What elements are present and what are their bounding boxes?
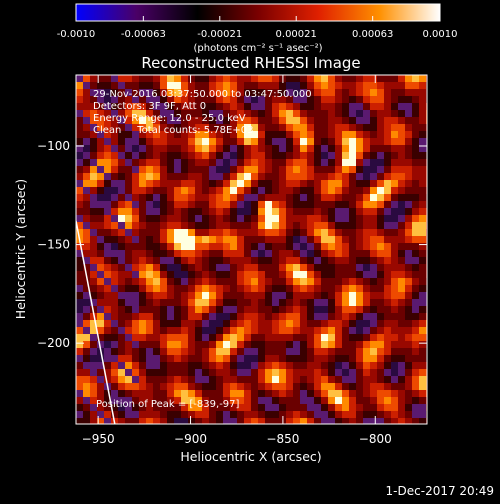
y-tick-label: −150 <box>37 238 70 252</box>
annotation-peak: Position of Peak = [-839,-97] <box>96 399 240 410</box>
y-axis-label: Heliocentric Y (arcsec) <box>13 179 28 319</box>
colorbar <box>75 3 441 22</box>
x-axis: −950 −900 −850 −800 <box>82 75 392 446</box>
plot-frame <box>75 74 428 425</box>
y-tick-label: −100 <box>37 139 70 153</box>
annotation-detectors: Detectors: 3F 9F, Att 0 <box>93 101 206 112</box>
chart-title: Reconstructed RHESSI Image <box>141 54 360 72</box>
colorbar-tick-label: -0.00021 <box>197 29 242 40</box>
solar-limb-line <box>76 220 116 424</box>
heatmap <box>76 75 427 424</box>
x-tick-label: −800 <box>359 432 392 446</box>
annotation-counts: Clean Total counts: 5.78E+03 <box>93 125 253 136</box>
x-tick-label: −900 <box>174 432 207 446</box>
colorbar-tick-label: -0.0010 <box>57 29 96 40</box>
footer-timestamp: 1-Dec-2017 20:49 <box>386 484 494 498</box>
x-tick-label: −950 <box>82 432 115 446</box>
y-tick-label: −200 <box>37 336 70 350</box>
x-tick-label: −850 <box>266 432 299 446</box>
colorbar-tick-label: 0.00063 <box>352 29 393 40</box>
annotation-time: 29-Nov-2016 03:37:50.000 to 03:47:50.000 <box>93 89 312 100</box>
colorbar-units: (photons cm⁻² s⁻¹ asec⁻²) <box>193 43 322 54</box>
colorbar-tick-label: -0.00063 <box>121 29 166 40</box>
annotation-block: 29-Nov-2016 03:37:50.000 to 03:47:50.000… <box>93 89 312 410</box>
y-axis: −100 −150 −200 <box>37 139 427 350</box>
colorbar-tick-label: 0.0010 <box>423 29 458 40</box>
annotation-energy: Energy Range: 12.0 - 25.0 keV <box>93 113 246 124</box>
colorbar-ticks: -0.0010 -0.00063 -0.00021 0.00021 0.00063 0.0… <box>57 16 458 40</box>
x-axis-label: Heliocentric X (arcsec) <box>180 449 321 464</box>
colorbar-tick-label: 0.00021 <box>276 29 317 40</box>
